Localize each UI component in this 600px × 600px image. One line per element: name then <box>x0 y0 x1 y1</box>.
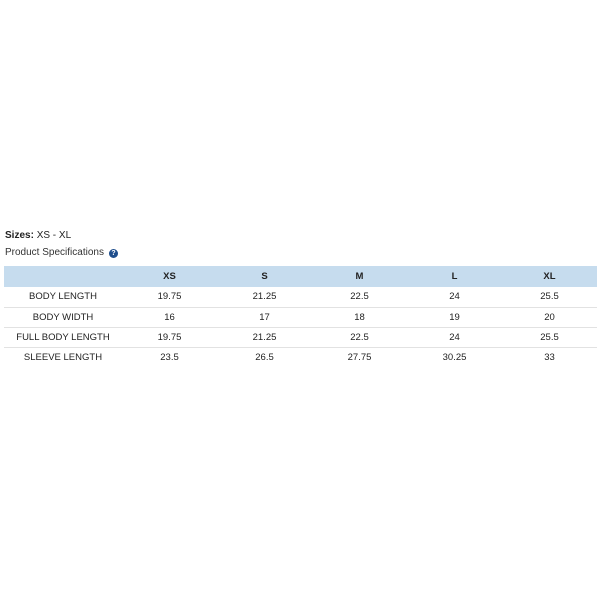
table-cell: 25.5 <box>540 331 559 343</box>
sizes-value: XS - XL <box>36 230 72 241</box>
row-label: FULL BODY LENGTH <box>16 331 110 343</box>
specs-title: Product Specifications <box>5 247 104 258</box>
table-cell: 26.5 <box>255 351 274 363</box>
table-cell: 27.75 <box>347 351 372 363</box>
specs-heading: Product Specifications ? <box>5 246 118 260</box>
header-cell <box>4 266 122 287</box>
table-cell: 33 <box>544 351 555 363</box>
header-cell-xs: XS <box>163 271 176 282</box>
table-cell: 21.25 <box>252 291 277 303</box>
table-cell: 18 <box>354 311 365 323</box>
header-cell-xl: XL <box>543 271 556 282</box>
table-cell: 24 <box>449 331 460 343</box>
sizes-summary: Sizes: XS - XL <box>5 229 71 243</box>
table-cell: 17 <box>259 311 270 323</box>
size-chart-table: XS S M L XL BODY LENGTH 19.75 21.25 22.5… <box>4 266 597 367</box>
table-row: FULL BODY LENGTH 19.75 21.25 22.5 24 25.… <box>4 327 597 347</box>
table-cell: 21.25 <box>252 331 277 343</box>
row-label: SLEEVE LENGTH <box>23 351 103 363</box>
header-cell-m: M <box>355 271 364 282</box>
table-cell: 22.5 <box>350 331 369 343</box>
question-circle-icon[interactable]: ? <box>108 248 118 258</box>
table-row: BODY LENGTH 19.75 21.25 22.5 24 25.5 <box>4 287 597 307</box>
table-cell: 25.5 <box>540 291 559 303</box>
row-label: BODY WIDTH <box>32 311 94 323</box>
table-cell: 22.5 <box>350 291 369 303</box>
header-cell-l: L <box>451 271 458 282</box>
table-cell: 30.25 <box>442 351 467 363</box>
table-header-row: XS S M L XL <box>4 266 597 287</box>
sizes-label: Sizes: <box>5 230 34 241</box>
table-cell: 23.5 <box>160 351 179 363</box>
table-cell: 20 <box>544 311 555 323</box>
header-cell-s: S <box>261 271 268 282</box>
table-row: BODY WIDTH 16 17 18 19 20 <box>4 307 597 327</box>
table-cell: 19 <box>449 311 460 323</box>
table-cell: 24 <box>449 291 460 303</box>
row-label: BODY LENGTH <box>29 291 97 303</box>
table-cell: 19.75 <box>157 291 182 303</box>
table-cell: 16 <box>164 311 175 323</box>
table-row: SLEEVE LENGTH 23.5 26.5 27.75 30.25 33 <box>4 347 597 367</box>
table-cell: 19.75 <box>157 331 182 343</box>
